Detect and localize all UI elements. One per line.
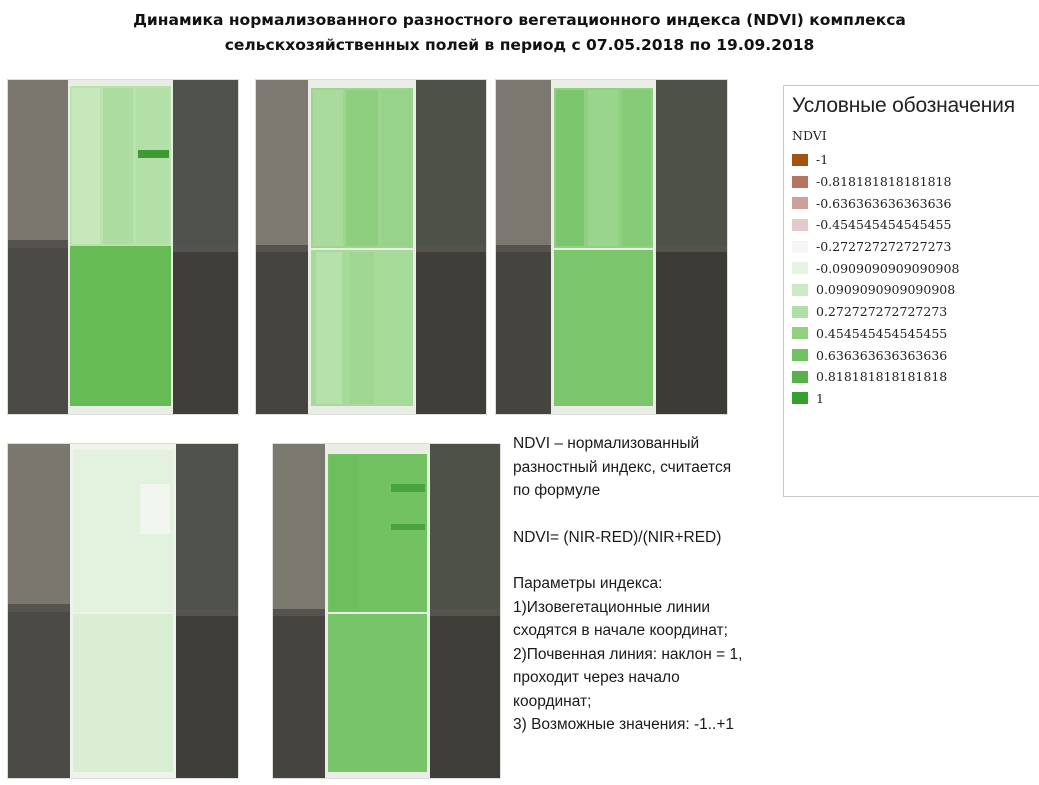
legend-label: 0.636363636363636: [816, 348, 947, 363]
legend-swatch: [792, 241, 808, 253]
param-1-line-2: сходятся в начале координат;: [513, 619, 783, 643]
legend-swatch: [792, 154, 808, 166]
legend-item: 0.818181818181818: [792, 366, 1039, 388]
ndvi-map-panel-5: [273, 444, 500, 778]
definition-line-3: по формуле: [513, 479, 783, 503]
legend-label: 0.454545454545455: [816, 326, 947, 341]
ndvi-map-panel-3: [496, 80, 727, 414]
ndvi-map-panel-1: [8, 80, 238, 414]
legend-swatch: [792, 176, 808, 188]
legend-label: 0.818181818181818: [816, 369, 947, 384]
ndvi-map-panel-4: [8, 444, 238, 778]
legend-swatch: [792, 262, 808, 274]
legend-swatch: [792, 327, 808, 339]
ndvi-formula: NDVI= (NIR-RED)/(NIR+RED): [513, 526, 783, 550]
legend-label: 0.0909090909090908: [816, 282, 955, 297]
legend-label: -0.454545454545455: [816, 217, 951, 232]
legend-label: 0.272727272727273: [816, 304, 947, 319]
legend-label: 1: [816, 391, 824, 406]
legend-item: -0.818181818181818: [792, 171, 1039, 193]
params-title: Параметры индекса:: [513, 572, 783, 596]
legend-layer-name: NDVI: [792, 128, 1039, 143]
map-title: Динамика нормализованного разностного ве…: [0, 8, 1039, 58]
legend-item: -0.454545454545455: [792, 214, 1039, 236]
map-title-line-1: Динамика нормализованного разностного ве…: [0, 8, 1039, 33]
legend-item: 0.454545454545455: [792, 323, 1039, 345]
legend-swatch: [792, 219, 808, 231]
legend-item: -0.272727272727273: [792, 236, 1039, 258]
legend-item: 0.636363636363636: [792, 344, 1039, 366]
map-legend: Условные обозначения NDVI -1 -0.818181818…: [783, 85, 1039, 497]
legend-items: -1 -0.818181818181818 -0.636363636363636 -0…: [792, 149, 1039, 409]
legend-swatch: [792, 371, 808, 383]
definition-line-2: разностный индекс, считается: [513, 456, 783, 480]
legend-item: 0.272727272727273: [792, 301, 1039, 323]
param-2-line-2: проходит через начало: [513, 666, 783, 690]
ndvi-description: NDVI – нормализованный разностный индекс…: [513, 432, 783, 737]
legend-item: -0.0909090909090908: [792, 257, 1039, 279]
legend-label: -0.818181818181818: [816, 174, 951, 189]
legend-item: 0.0909090909090908: [792, 279, 1039, 301]
map-title-line-2: сельскхозяйственных полей в период с 07.…: [0, 33, 1039, 58]
legend-swatch: [792, 392, 808, 404]
legend-item: 1: [792, 388, 1039, 410]
param-1-line-1: 1)Изовегетационные линии: [513, 596, 783, 620]
legend-swatch: [792, 284, 808, 296]
legend-label: -0.0909090909090908: [816, 261, 959, 276]
legend-swatch: [792, 349, 808, 361]
param-2-line-1: 2)Почвенная линия: наклон = 1,: [513, 643, 783, 667]
definition-line-1: NDVI – нормализованный: [513, 432, 783, 456]
legend-label: -0.272727272727273: [816, 239, 951, 254]
param-2-line-3: координат;: [513, 690, 783, 714]
legend-item: -0.636363636363636: [792, 192, 1039, 214]
ndvi-map-panel-2: [256, 80, 486, 414]
legend-item: -1: [792, 149, 1039, 171]
legend-swatch: [792, 197, 808, 209]
param-3: 3) Возможные значения: -1..+1: [513, 713, 783, 737]
legend-title: Условные обозначения: [792, 94, 1039, 118]
legend-label: -0.636363636363636: [816, 196, 951, 211]
legend-label: -1: [816, 152, 828, 167]
legend-swatch: [792, 306, 808, 318]
